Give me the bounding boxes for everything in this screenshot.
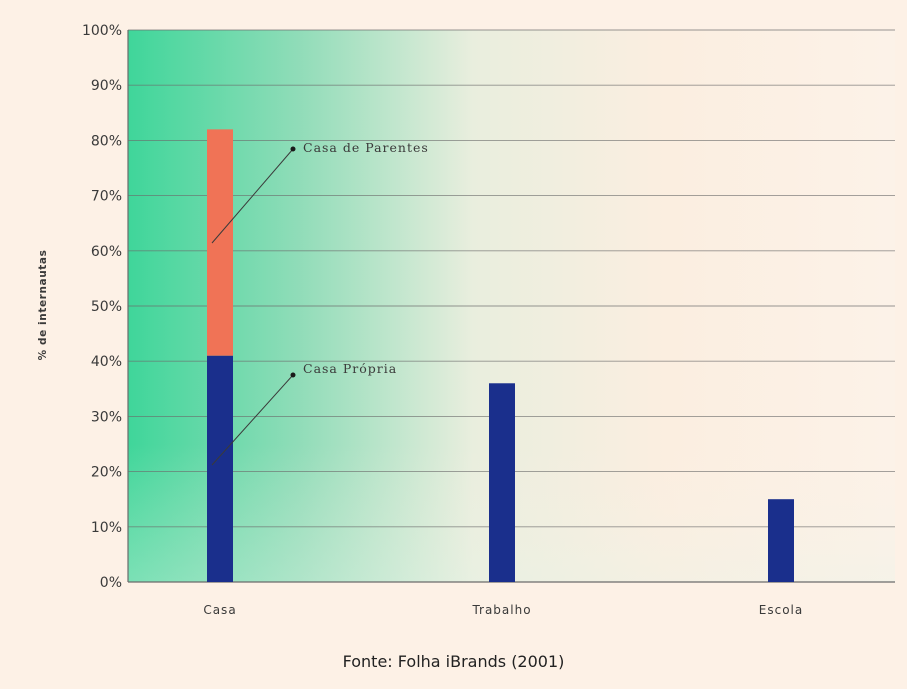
y-tick-label: 70% <box>91 189 122 205</box>
x-category-label: Casa <box>203 603 236 617</box>
y-tick-label: 10% <box>91 520 122 536</box>
y-tick-label: 80% <box>91 133 122 149</box>
category-labels: Casa Trabalho Escola <box>203 603 803 617</box>
source-caption: Fonte: Folha iBrands (2001) <box>0 652 907 671</box>
bar-trabalho-casa-própria <box>489 383 515 582</box>
annotation-casa-propria: Casa Própria <box>303 361 397 376</box>
bar-casa-casa-de-parentes <box>207 129 233 355</box>
y-axis-label: % de internautas <box>37 250 49 361</box>
y-tick-label: 20% <box>91 465 122 481</box>
y-tick-label: 60% <box>91 244 122 260</box>
y-tick-label: 30% <box>91 409 122 425</box>
y-tick-label: 100% <box>82 23 122 39</box>
y-tick-labels: 0% 10% 20% 30% 40% 50% 60% 70% 80% 90% 100% <box>82 23 122 591</box>
y-tick-label: 0% <box>100 575 122 591</box>
annotation-dot-propria <box>291 373 296 378</box>
y-tick-label: 50% <box>91 299 122 315</box>
bar-casa-casa-própria <box>207 356 233 582</box>
annotation-dot-parentes <box>291 147 296 152</box>
bar-escola-casa-própria <box>768 499 794 582</box>
x-category-label: Trabalho <box>471 603 531 617</box>
y-tick-label: 40% <box>91 354 122 370</box>
x-category-label: Escola <box>759 603 803 617</box>
y-tick-label: 90% <box>91 78 122 94</box>
annotation-casa-de-parentes: Casa de Parentes <box>303 140 429 155</box>
